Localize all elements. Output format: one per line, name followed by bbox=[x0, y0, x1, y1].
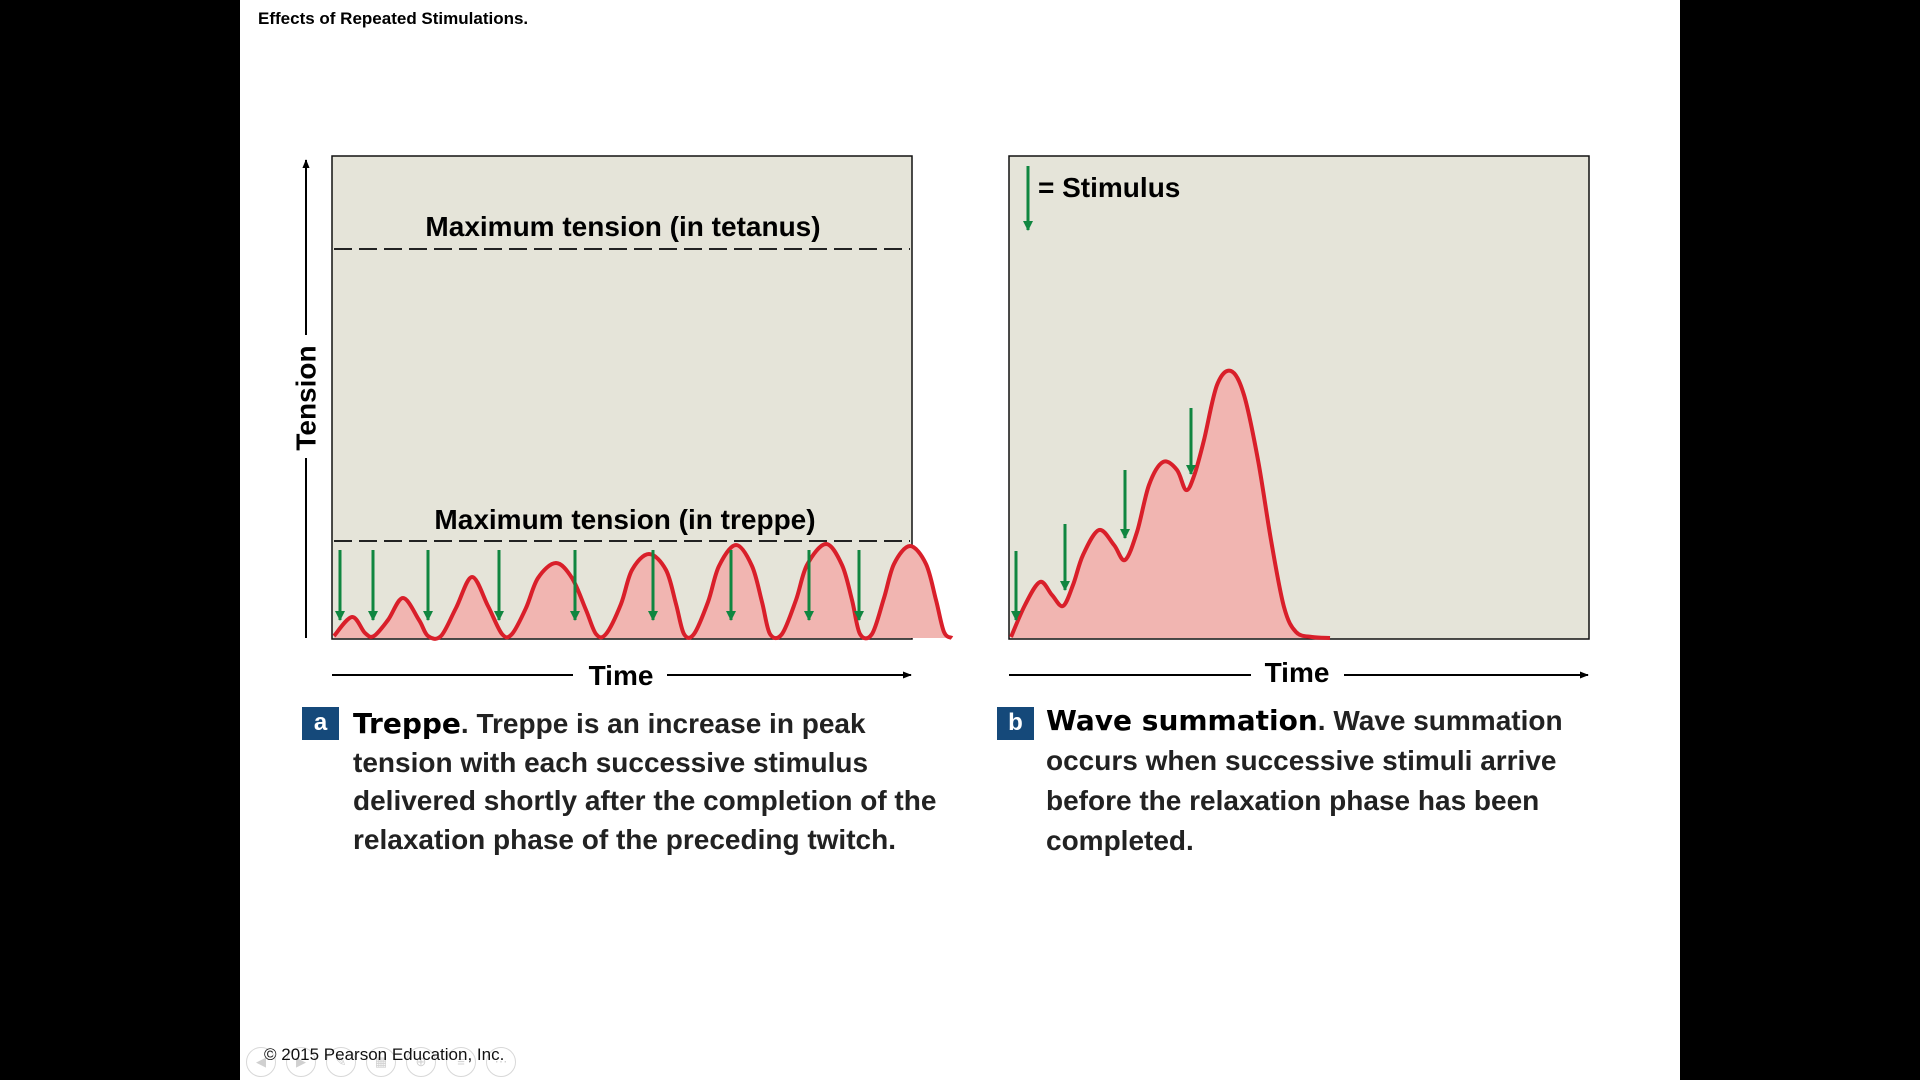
caption-a: Treppe. Treppe is an increase in peak te… bbox=[353, 705, 953, 859]
treppe-curve-fill bbox=[334, 544, 952, 639]
caption-b-badge: b bbox=[997, 707, 1034, 740]
slide: Effects of Repeated Stimulations. Tensio… bbox=[240, 0, 1680, 1080]
more-icon[interactable]: ⋯ bbox=[486, 1047, 516, 1077]
treppe-curve bbox=[332, 542, 954, 641]
panel-b: = Stimulus Time bbox=[1008, 155, 1590, 688]
caption-a-lead: Treppe bbox=[353, 707, 461, 740]
pen-icon[interactable]: ✎ bbox=[326, 1047, 356, 1077]
tension-axis-label: Tension bbox=[291, 345, 322, 450]
menu-icon[interactable]: ≡ bbox=[446, 1047, 476, 1077]
slides-icon[interactable]: ▦ bbox=[366, 1047, 396, 1077]
time-axis-b-label: Time bbox=[1265, 657, 1330, 688]
next-slide-icon[interactable]: ▶ bbox=[286, 1047, 316, 1077]
summation-stimulus-arrows bbox=[1011, 408, 1196, 621]
summation-curve-fill bbox=[1011, 370, 1330, 638]
copyright-notice: © 2015 Pearson Education, Inc. bbox=[264, 1045, 505, 1064]
caption-b: Wave summation. Wave summation occurs wh… bbox=[1046, 701, 1646, 861]
stimulus-legend-label: = Stimulus bbox=[1038, 172, 1180, 203]
previous-slide-icon[interactable]: ◀ bbox=[246, 1047, 276, 1077]
tetanus-max-label: Maximum tension (in tetanus) bbox=[425, 211, 820, 242]
caption-b-lead: Wave summation bbox=[1046, 704, 1318, 737]
time-axis-a-label: Time bbox=[589, 660, 654, 691]
caption-b-text: . Wave summation occurs when successive … bbox=[1046, 705, 1563, 856]
panel-a: Tension Time Maximum tension (in tetanus… bbox=[291, 155, 954, 691]
slideshow-controls: ◀ ▶ ✎ ▦ ⊕ ≡ ⋯ bbox=[246, 1047, 516, 1077]
slide-title: Effects of Repeated Stimulations. bbox=[258, 9, 529, 28]
zoom-icon[interactable]: ⊕ bbox=[406, 1047, 436, 1077]
figure: Tension Time Maximum tension (in tetanus… bbox=[291, 155, 1590, 691]
treppe-stimulus-arrows bbox=[335, 550, 864, 621]
treppe-max-label: Maximum tension (in treppe) bbox=[434, 504, 815, 535]
caption-a-badge: a bbox=[302, 707, 339, 740]
caption-a-text: . Treppe is an increase in peak tension … bbox=[353, 708, 937, 855]
summation-curve bbox=[1009, 368, 1331, 640]
